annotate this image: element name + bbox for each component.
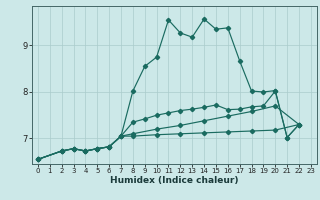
X-axis label: Humidex (Indice chaleur): Humidex (Indice chaleur) <box>110 176 239 185</box>
